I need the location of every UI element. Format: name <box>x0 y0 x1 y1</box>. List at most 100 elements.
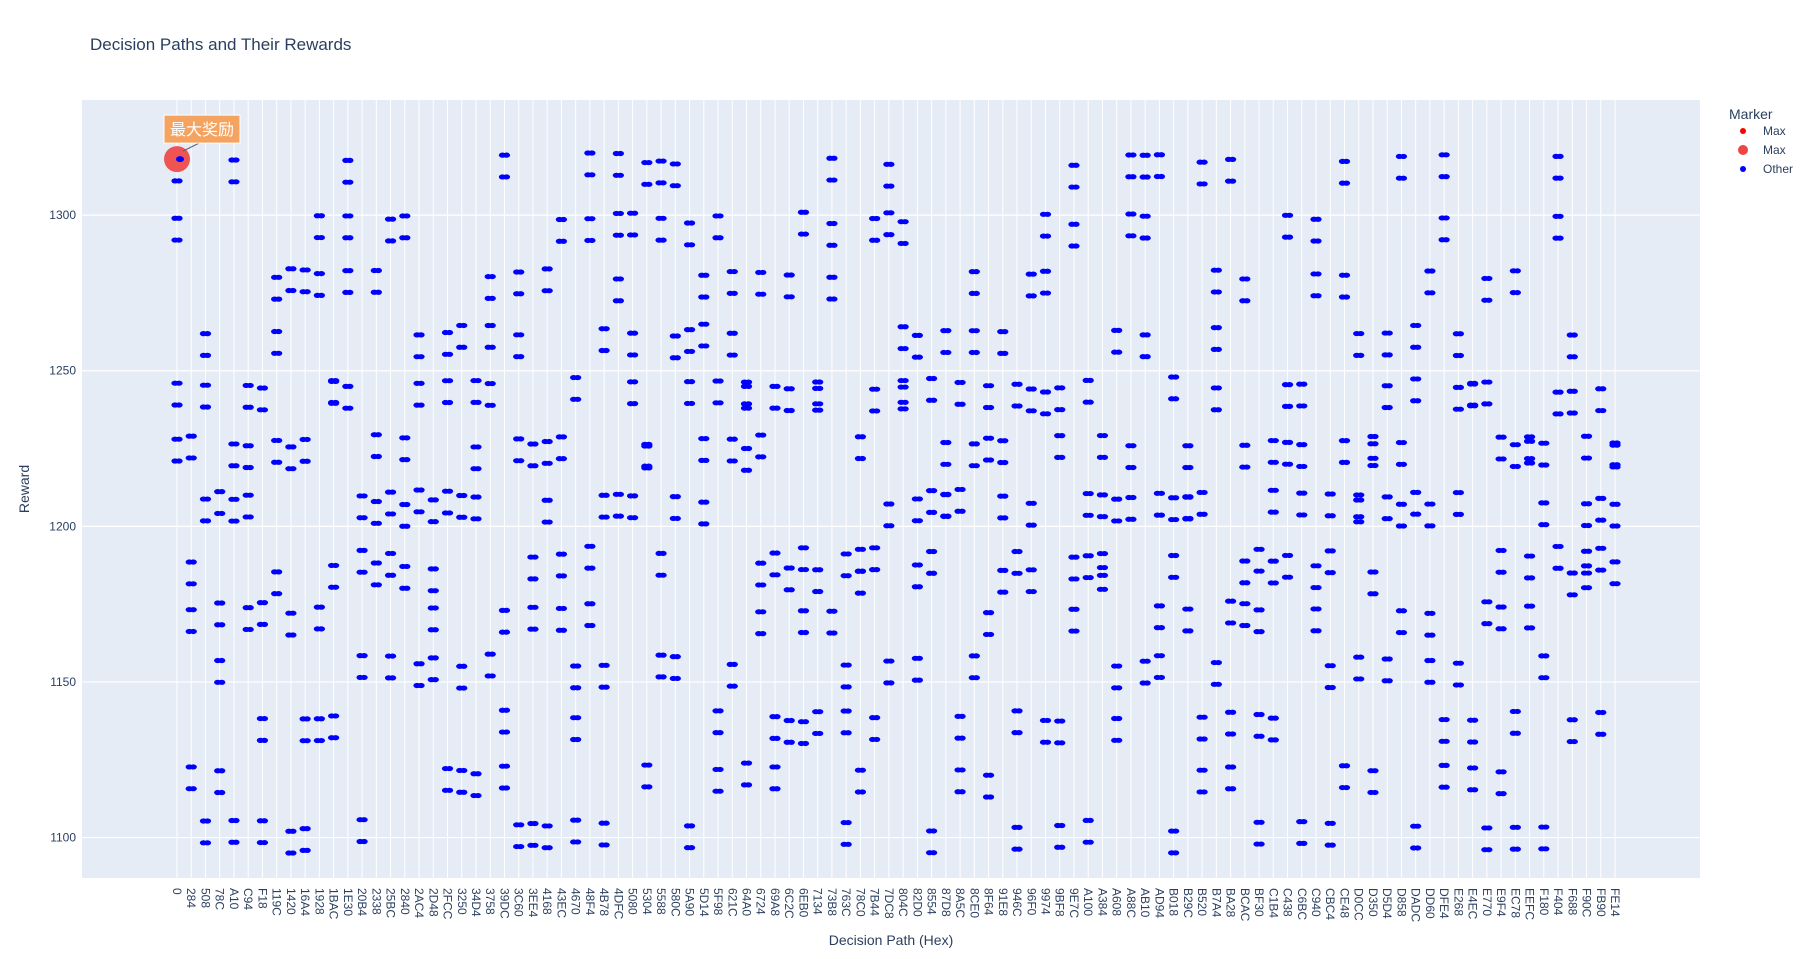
data-point-other[interactable] <box>1485 379 1493 385</box>
data-point-other[interactable] <box>232 496 240 502</box>
data-point-other[interactable] <box>346 157 354 163</box>
data-point-other[interactable] <box>203 404 212 410</box>
data-point-other[interactable] <box>331 713 340 719</box>
data-point-other[interactable] <box>630 232 639 238</box>
data-point-other[interactable] <box>944 461 952 467</box>
data-point-other[interactable] <box>616 172 625 178</box>
data-point-other[interactable] <box>1243 580 1251 586</box>
data-point-other[interactable] <box>218 789 226 796</box>
data-point-other[interactable] <box>1342 784 1351 791</box>
data-point-other[interactable] <box>502 729 511 735</box>
data-point-other[interactable] <box>759 454 767 460</box>
data-point-other[interactable] <box>203 331 212 337</box>
data-point-other[interactable] <box>331 584 340 590</box>
data-point-other[interactable] <box>773 550 781 556</box>
data-point-other[interactable] <box>275 437 283 444</box>
data-point-other[interactable] <box>175 178 183 184</box>
data-point-other[interactable] <box>1599 386 1607 392</box>
data-point-other[interactable] <box>1300 442 1308 448</box>
data-point-other[interactable] <box>574 715 582 721</box>
data-point-other[interactable] <box>816 567 824 573</box>
data-point-other[interactable] <box>787 407 795 414</box>
data-point-other[interactable] <box>773 383 781 389</box>
data-point-other[interactable] <box>445 488 454 494</box>
data-point-other[interactable] <box>1357 492 1365 498</box>
data-point-other[interactable] <box>730 661 738 667</box>
data-point-other[interactable] <box>673 494 681 500</box>
data-point-other[interactable] <box>1086 817 1094 824</box>
data-point-other[interactable] <box>873 237 881 243</box>
data-point-other[interactable] <box>1342 180 1351 186</box>
data-point-other[interactable] <box>1214 267 1222 273</box>
data-point-other[interactable] <box>1271 715 1279 721</box>
data-point-other[interactable] <box>1584 501 1593 507</box>
data-point-other[interactable] <box>1328 684 1336 691</box>
data-point-other[interactable] <box>915 584 923 590</box>
data-point-other[interactable] <box>1399 608 1408 614</box>
data-point-other[interactable] <box>1115 349 1123 355</box>
data-point-other[interactable] <box>1485 621 1493 627</box>
data-point-other[interactable] <box>1414 322 1422 329</box>
data-point-other[interactable] <box>1414 376 1422 382</box>
data-point-other[interactable] <box>203 818 212 824</box>
data-point-other[interactable] <box>1029 500 1037 506</box>
data-point-other[interactable] <box>1115 327 1123 333</box>
data-point-other[interactable] <box>830 274 838 280</box>
data-point-other[interactable] <box>232 179 240 185</box>
data-point-other[interactable] <box>1300 403 1308 409</box>
data-point-other[interactable] <box>445 351 454 357</box>
data-point-other[interactable] <box>929 828 938 834</box>
data-point-other[interactable] <box>1285 461 1294 467</box>
data-point-other[interactable] <box>773 735 781 742</box>
data-point-other[interactable] <box>1058 433 1066 439</box>
data-point-other[interactable] <box>445 399 454 406</box>
data-point-other[interactable] <box>986 457 995 463</box>
data-point-other[interactable] <box>331 378 340 385</box>
data-point-other[interactable] <box>1171 396 1180 402</box>
data-point-other[interactable] <box>517 269 525 275</box>
data-point-other[interactable] <box>374 289 382 295</box>
data-point-other[interactable] <box>1058 844 1066 850</box>
data-point-other[interactable] <box>1570 738 1578 745</box>
data-point-other[interactable] <box>246 514 254 520</box>
data-point-other[interactable] <box>1228 178 1237 184</box>
data-point-other[interactable] <box>474 377 482 384</box>
data-point-other[interactable] <box>1072 576 1080 582</box>
data-point-other[interactable] <box>645 159 653 166</box>
data-point-other[interactable] <box>1499 791 1507 797</box>
data-point-other[interactable] <box>502 785 511 791</box>
data-point-other[interactable] <box>232 463 240 469</box>
data-point-other[interactable] <box>431 605 439 611</box>
data-point-other[interactable] <box>531 554 539 560</box>
data-point-other[interactable] <box>1414 489 1422 495</box>
data-point-other[interactable] <box>687 327 696 333</box>
data-point-other[interactable] <box>289 632 297 638</box>
data-point-other[interactable] <box>1371 441 1379 447</box>
data-point-other[interactable] <box>1257 819 1265 825</box>
data-point-other[interactable] <box>958 379 966 386</box>
data-point-other[interactable] <box>1115 518 1123 524</box>
data-point-other[interactable] <box>659 652 667 658</box>
data-point-other[interactable] <box>787 565 795 571</box>
data-point-other[interactable] <box>844 551 852 557</box>
data-point-other[interactable] <box>1442 215 1450 221</box>
data-point-other[interactable] <box>1186 628 1194 634</box>
data-point-other[interactable] <box>1599 709 1607 716</box>
data-point-other[interactable] <box>1499 434 1507 440</box>
data-point-other[interactable] <box>1470 739 1479 745</box>
data-point-other[interactable] <box>260 839 269 846</box>
data-point-other[interactable] <box>403 501 411 508</box>
data-point-other[interactable] <box>744 445 753 452</box>
data-point-other[interactable] <box>1556 389 1564 395</box>
data-point-other[interactable] <box>1285 439 1294 445</box>
data-point-other[interactable] <box>1599 517 1607 523</box>
data-point-other[interactable] <box>1043 290 1052 296</box>
data-point-other[interactable] <box>431 627 439 633</box>
data-point-other[interactable] <box>1029 271 1037 277</box>
data-point-other[interactable] <box>1271 487 1279 493</box>
data-point-other[interactable] <box>246 626 254 633</box>
data-point-other[interactable] <box>887 210 895 216</box>
data-point-other[interactable] <box>360 817 368 823</box>
data-point-other[interactable] <box>730 352 738 358</box>
data-point-other[interactable] <box>759 560 767 566</box>
